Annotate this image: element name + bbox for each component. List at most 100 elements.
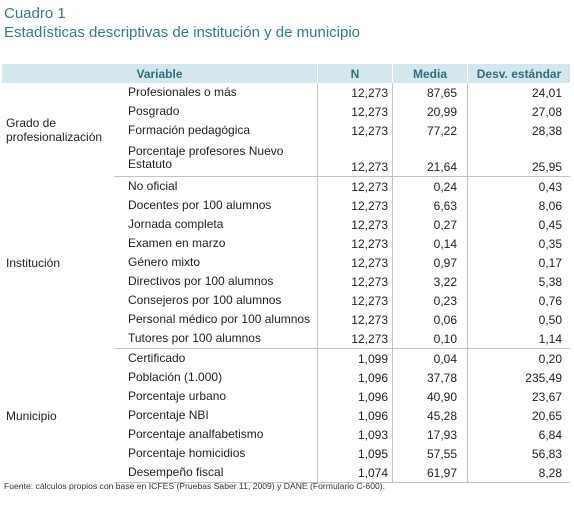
sd-cell: 0,43 — [467, 176, 570, 196]
table-row: Municipio Certificado 1,099 0,04 0,20 — [2, 348, 570, 423]
table-row: Personal médico por 100 alumnos 12,273 0,0… — [2, 310, 570, 329]
n-cell: 12,273 — [317, 176, 393, 196]
media-cell: 40,90 — [392, 387, 468, 406]
variable-cell: Porcentaje homicidios — [128, 446, 246, 460]
variable-cell: Directivos por 100 alumnos — [128, 274, 274, 288]
table-row: Porcentaje urbano 1,096 40,90 23,67 — [2, 387, 570, 406]
media-cell: 87,65 — [392, 83, 468, 102]
variable-cell: Personal médico por 100 alumnos — [128, 312, 311, 326]
sd-cell: 1,14 — [467, 329, 570, 349]
caption-label: Cuadro 1 — [4, 5, 66, 22]
media-cell: 0,24 — [392, 176, 468, 196]
sd-cell: 23,67 — [467, 387, 570, 406]
header-media: Media — [392, 64, 468, 83]
sd-cell: 8,28 — [467, 463, 570, 483]
variable-cell: Formación pedagógica — [128, 123, 251, 137]
group-label: Institución — [6, 255, 61, 270]
n-cell: 1,099 — [317, 348, 393, 368]
n-cell: 12,273 — [317, 83, 393, 102]
variable-cell: Docentes por 100 alumnos — [128, 198, 272, 212]
sd-cell: 8,06 — [467, 196, 570, 215]
media-cell: 21,64 — [392, 140, 468, 177]
media-cell: 45,28 — [392, 406, 468, 425]
source-note: Fuente: cálculos propios con base en ICF… — [4, 481, 386, 491]
group-label: Municipio — [6, 408, 57, 423]
table-row: Directivos por 100 alumnos 12,273 3,22 5,38 — [2, 272, 570, 291]
variable-cell: Profesionales o más — [128, 85, 237, 99]
sd-cell: 0,45 — [467, 215, 570, 234]
media-cell: 0,06 — [392, 310, 468, 329]
variable-cell: Porcentaje NBI — [128, 408, 209, 422]
sd-cell: 0,76 — [467, 291, 570, 310]
variable-cell: Porcentaje urbano — [128, 389, 227, 403]
variable-cell: Certificado — [128, 351, 186, 365]
n-cell: 12,273 — [317, 310, 393, 329]
media-cell: 0,23 — [392, 291, 468, 310]
n-cell: 12,273 — [317, 272, 393, 291]
media-cell: 61,97 — [392, 463, 468, 483]
variable-cell: Consejeros por 100 alumnos — [128, 293, 282, 307]
n-cell: 12,273 — [317, 140, 393, 177]
n-cell: 12,273 — [317, 234, 393, 253]
sd-cell: 25,95 — [467, 140, 570, 177]
sd-cell: 5,38 — [467, 272, 570, 291]
variable-cell: Población (1.000) — [128, 370, 223, 384]
media-cell: 0,10 — [392, 329, 468, 349]
header-n: N — [317, 64, 393, 83]
table-row: Porcentaje NBI 1,096 45,28 20,65 — [2, 406, 570, 425]
sd-cell: 0,35 — [467, 234, 570, 253]
sd-cell: 20,65 — [467, 406, 570, 425]
variable-cell: Examen en marzo — [128, 236, 226, 250]
sd-cell: 0,17 — [467, 253, 570, 272]
table-row: Docentes por 100 alumnos 12,273 6,63 8,06 — [2, 196, 570, 215]
table-row: Consejeros por 100 alumnos 12,273 0,23 0,76 — [2, 291, 570, 310]
sd-cell: 56,83 — [467, 444, 570, 463]
header-sd: Desv. estándar — [467, 64, 570, 83]
media-cell: 57,55 — [392, 444, 468, 463]
table-row: Grado de profesionalización Profesionales… — [2, 83, 570, 144]
sd-cell: 0,50 — [467, 310, 570, 329]
table-row: Jornada completa 12,273 0,27 0,45 — [2, 215, 570, 234]
n-cell: 12,273 — [317, 329, 393, 349]
variable-cell: Tutores por 100 alumnos — [114, 329, 318, 349]
variable-cell: Porcentaje analfabetismo — [128, 427, 264, 441]
table-row: Género mixto 12,273 0,97 0,17 — [2, 253, 570, 272]
table-row: Porcentaje homicidios 1,095 57,55 56,83 — [2, 444, 570, 463]
descriptive-stats-table: Variable N Media Desv. estándar Grado de… — [2, 64, 570, 483]
n-cell: 1,096 — [317, 387, 393, 406]
media-cell: 3,22 — [392, 272, 468, 291]
n-cell: 12,273 — [317, 121, 393, 140]
sd-cell: 0,20 — [467, 348, 570, 368]
n-cell: 1,095 — [317, 444, 393, 463]
variable-cell: No oficial — [128, 179, 178, 193]
header-row: Variable N Media Desv. estándar — [2, 64, 570, 83]
sd-cell: 28,38 — [467, 121, 570, 140]
table-row: Población (1.000) 1,096 37,78 235,49 — [2, 368, 570, 387]
n-cell: 1,074 — [317, 463, 393, 483]
table-row: Institución No oficial 12,273 0,24 0,43 — [2, 176, 570, 270]
table-row: Tutores por 100 alumnos 12,273 0,10 1,14 — [2, 329, 570, 349]
sd-cell: 6,84 — [467, 425, 570, 444]
variable-cell: Porcentaje profesores Nuevo Estatuto — [114, 140, 318, 177]
variable-cell: Jornada completa — [128, 217, 224, 231]
media-cell: 6,63 — [392, 196, 468, 215]
n-cell: 12,273 — [317, 253, 393, 272]
group-label: Grado de profesionalización — [6, 115, 103, 144]
n-cell: 12,273 — [317, 102, 393, 121]
n-cell: 1,096 — [317, 368, 393, 387]
media-cell: 37,78 — [392, 368, 468, 387]
table-caption: Cuadro 1 Estadísticas descriptivas de in… — [4, 4, 360, 42]
n-cell: 12,273 — [317, 196, 393, 215]
table-row: Posgrado 12,273 20,99 27,08 — [2, 102, 570, 121]
n-cell: 1,093 — [317, 425, 393, 444]
media-cell: 0,14 — [392, 234, 468, 253]
sd-cell: 235,49 — [467, 368, 570, 387]
media-cell: 17,93 — [392, 425, 468, 444]
media-cell: 0,97 — [392, 253, 468, 272]
sd-cell: 27,08 — [467, 102, 570, 121]
variable-cell: Género mixto — [128, 255, 201, 269]
media-cell: 77,22 — [392, 121, 468, 140]
table-row: Desempeño fiscal 1,074 61,97 8,28 — [2, 463, 570, 483]
media-cell: 0,04 — [392, 348, 468, 368]
